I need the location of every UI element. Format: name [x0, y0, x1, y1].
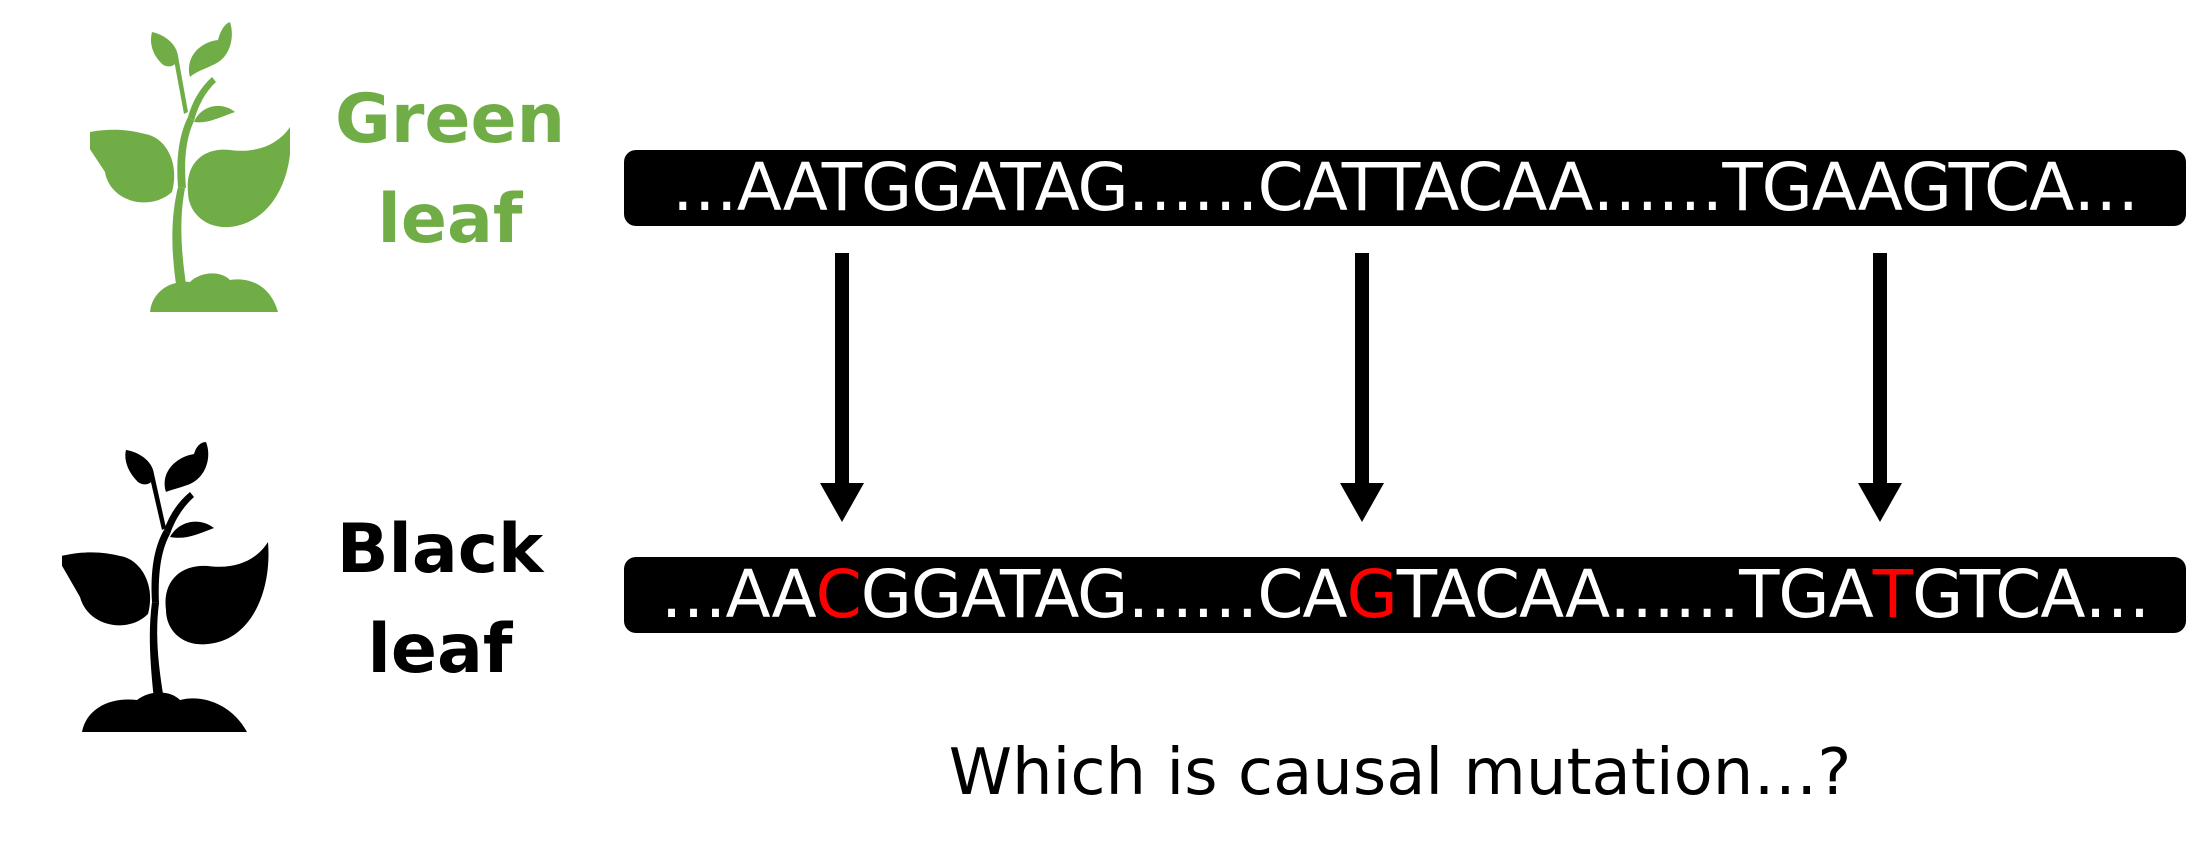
black-leaf-label-line2: leaf — [367, 610, 513, 689]
mutant-sequence-mutated-base: G — [1346, 556, 1398, 633]
arrow-2 — [1340, 253, 1384, 522]
mutant-sequence-bar: …AA C GGATAG……CA G TACAA……TGA T GTCA… — [624, 557, 2186, 633]
mutant-sequence-mutated-base: T — [1872, 556, 1913, 633]
wildtype-sequence-bar: …AATGGATAG……CATTACAA……TGAAGTCA… — [624, 150, 2186, 226]
mutant-sequence-mutated-base: C — [815, 556, 862, 633]
wildtype-sequence-segment: …AATGGATAG……CATTACAA……TGAAGTCA… — [671, 149, 2140, 226]
mutant-sequence-segment: …AA — [660, 556, 816, 633]
mutant-sequence-segment: TACAA……TGA — [1396, 556, 1874, 633]
green-leaf-label: Green leaf — [325, 70, 575, 270]
green-plant-icon — [90, 22, 290, 312]
black-plant-icon — [62, 442, 269, 732]
question-text: Which is causal mutation…? — [948, 736, 1852, 810]
mutant-sequence-segment: GGATAG……CA — [860, 556, 1348, 633]
mutant-sequence-segment: GTCA… — [1912, 556, 2150, 633]
black-leaf-label-line1: Black — [336, 510, 544, 589]
black-leaf-label: Black leaf — [315, 500, 565, 700]
green-leaf-label-line2: leaf — [377, 180, 523, 259]
arrow-1 — [820, 253, 864, 522]
arrow-3 — [1858, 253, 1902, 522]
green-leaf-label-line1: Green — [335, 80, 565, 159]
